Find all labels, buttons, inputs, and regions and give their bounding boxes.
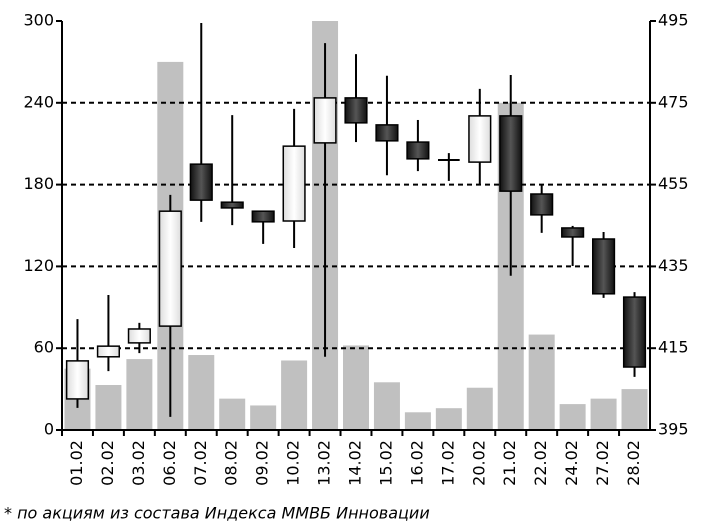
volume-bar bbox=[559, 404, 586, 430]
candle-body bbox=[127, 328, 151, 344]
x-tick-label: 09.02 bbox=[253, 440, 272, 486]
x-tick-label: 01.02 bbox=[67, 440, 86, 486]
candle-body bbox=[344, 97, 368, 124]
x-tick-label: 08.02 bbox=[222, 440, 241, 486]
y2-tick-label: 475 bbox=[658, 92, 689, 111]
y2-tick-label: 395 bbox=[658, 420, 689, 439]
candle-body bbox=[313, 97, 337, 144]
volume-bar bbox=[466, 387, 493, 430]
x-tick-label: 28.02 bbox=[624, 440, 643, 486]
x-tick-label: 17.02 bbox=[438, 440, 457, 486]
x-tick-label: 14.02 bbox=[346, 440, 365, 486]
candle-body bbox=[251, 210, 275, 223]
candle-body bbox=[189, 163, 213, 201]
y-tick-label: 180 bbox=[23, 174, 54, 193]
candle-body bbox=[622, 296, 647, 368]
y-tick-label: 240 bbox=[23, 92, 54, 111]
volume-bar bbox=[188, 355, 215, 430]
y-tick-label: 300 bbox=[23, 11, 54, 30]
candle-body bbox=[158, 210, 182, 327]
volume-bar bbox=[404, 412, 431, 430]
candle-body bbox=[468, 115, 492, 163]
candle-body bbox=[530, 193, 554, 216]
x-tick-label: 06.02 bbox=[160, 440, 179, 486]
x-tick-label: 10.02 bbox=[284, 440, 303, 486]
candle-body bbox=[282, 145, 306, 222]
volume-bar bbox=[621, 389, 648, 430]
volume-bar bbox=[435, 408, 462, 430]
volume-bar bbox=[590, 398, 617, 430]
y-tick-label: 0 bbox=[44, 420, 54, 439]
x-tick-label: 21.02 bbox=[500, 440, 519, 486]
candle-body bbox=[406, 141, 430, 160]
volume-bar bbox=[219, 398, 246, 430]
volume-bar bbox=[95, 385, 122, 430]
candle-body bbox=[375, 124, 399, 142]
candle-body bbox=[499, 115, 523, 192]
y-tick-label: 120 bbox=[23, 256, 54, 275]
candle-body bbox=[65, 360, 90, 400]
x-tick-label: 07.02 bbox=[191, 440, 210, 486]
x-tick-label: 02.02 bbox=[98, 440, 117, 486]
x-tick-label: 13.02 bbox=[315, 440, 334, 486]
candle-body bbox=[220, 201, 244, 209]
volume-bar bbox=[528, 334, 555, 430]
y-tick-label: 60 bbox=[34, 338, 54, 357]
candle-body bbox=[96, 345, 121, 358]
x-tick-label: 22.02 bbox=[531, 440, 550, 486]
x-tick-label: 27.02 bbox=[593, 440, 612, 486]
volume-bar bbox=[250, 405, 277, 430]
x-tick-label: 24.02 bbox=[562, 440, 581, 486]
y2-tick-label: 435 bbox=[658, 256, 689, 275]
y2-tick-label: 455 bbox=[658, 174, 689, 193]
y2-tick-label: 495 bbox=[658, 11, 689, 30]
volume-bar bbox=[126, 359, 153, 430]
volume-bar bbox=[343, 345, 369, 430]
y2-tick-label: 415 bbox=[658, 338, 689, 357]
volume-bar bbox=[373, 382, 400, 430]
footnote: * по акциям из состава Индекса ММВБ Инно… bbox=[4, 504, 430, 523]
x-tick-label: 16.02 bbox=[407, 440, 426, 486]
x-tick-label: 03.02 bbox=[129, 440, 148, 486]
x-tick-label: 20.02 bbox=[469, 440, 488, 486]
x-tick-label: 15.02 bbox=[376, 440, 395, 486]
candle-body bbox=[561, 227, 585, 238]
candle-body bbox=[591, 238, 616, 295]
volume-bar bbox=[281, 360, 308, 430]
